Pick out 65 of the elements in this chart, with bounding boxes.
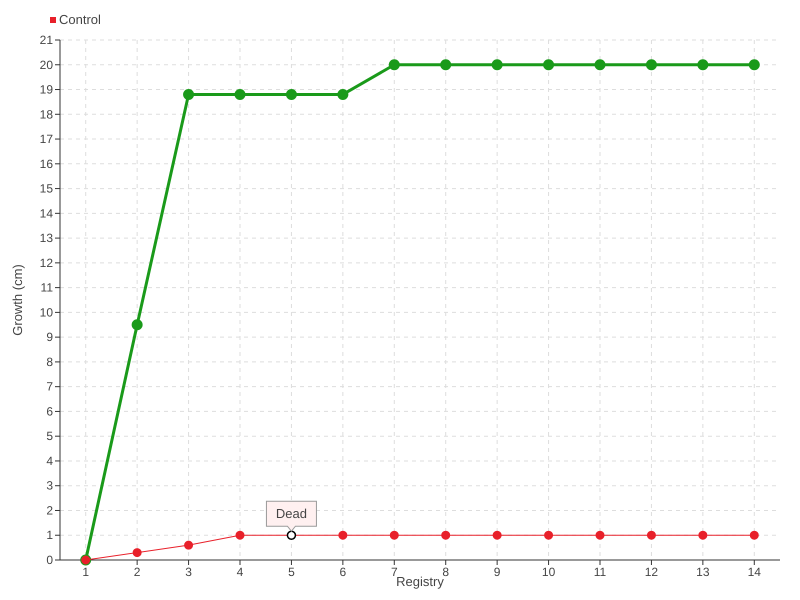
point: [750, 530, 759, 540]
point: [646, 530, 656, 540]
y-tick-label: 6: [46, 404, 54, 418]
y-tick-label: 21: [40, 33, 54, 47]
x-tick-label: 13: [696, 565, 710, 579]
y-tick-label: 8: [46, 354, 54, 369]
x-tick-label: 7: [390, 565, 398, 579]
y-tick-label: 10: [40, 305, 54, 320]
point: [441, 530, 450, 540]
point: [234, 88, 246, 100]
x-axis-title: Registry: [396, 574, 444, 589]
y-tick-label: 14: [40, 206, 54, 220]
legend-label: Control: [59, 12, 102, 27]
x-tick-label: 5: [288, 565, 296, 579]
point: [697, 59, 708, 70]
x-tick-label: 8: [442, 565, 450, 579]
point: [286, 88, 297, 100]
x-tick-label: 12: [644, 565, 658, 579]
point: [646, 59, 657, 70]
x-tick-label: 9: [494, 565, 501, 579]
y-tick-label: 19: [40, 82, 54, 97]
y-tick-label: 17: [40, 132, 54, 146]
point: [544, 530, 554, 540]
x-tick-label: 10: [542, 565, 556, 579]
x-tick-label: 1: [82, 565, 90, 579]
point: [338, 530, 348, 540]
x-tick-label: 14: [748, 565, 762, 579]
point: [594, 59, 606, 70]
y-tick-label: 7: [46, 380, 54, 394]
annotation: Dead: [276, 506, 307, 522]
y-tick-label: 4: [46, 454, 54, 468]
point: [132, 548, 142, 558]
x-tick-label: 4: [236, 565, 244, 579]
y-tick-label: 15: [40, 182, 54, 196]
point: [596, 530, 604, 540]
y-tick-label: 0: [46, 553, 54, 567]
y-tick-label: 18: [40, 107, 54, 122]
point: [337, 88, 348, 100]
point: [698, 530, 708, 540]
point: [492, 530, 502, 540]
x-tick-label: 2: [134, 565, 141, 579]
point: [388, 59, 400, 70]
x-tick-label: 6: [340, 565, 347, 579]
y-tick-label: 5: [46, 429, 54, 444]
y-tick-label: 20: [40, 58, 54, 72]
y-tick-label: 3: [46, 478, 54, 493]
point: [236, 530, 244, 540]
point: [492, 59, 503, 70]
y-tick-label: 1: [46, 528, 54, 542]
x-tick-label: 11: [594, 565, 607, 579]
y-tick-label: 12: [40, 256, 54, 270]
point: [390, 530, 399, 540]
y-tick-label: 2: [46, 503, 54, 518]
point: [184, 540, 194, 550]
y-tick-label: 11: [40, 280, 54, 295]
y-tick-label: 16: [40, 156, 54, 171]
point: [132, 319, 143, 330]
point: [440, 59, 452, 70]
x-tick-label: 3: [185, 565, 192, 579]
point: [543, 59, 554, 70]
y-axis-title: Growth (cm): [10, 264, 25, 336]
y-tick-label: 9: [46, 330, 54, 344]
y-tick-label: 13: [40, 231, 54, 246]
point: [183, 88, 194, 100]
point: [748, 59, 760, 70]
